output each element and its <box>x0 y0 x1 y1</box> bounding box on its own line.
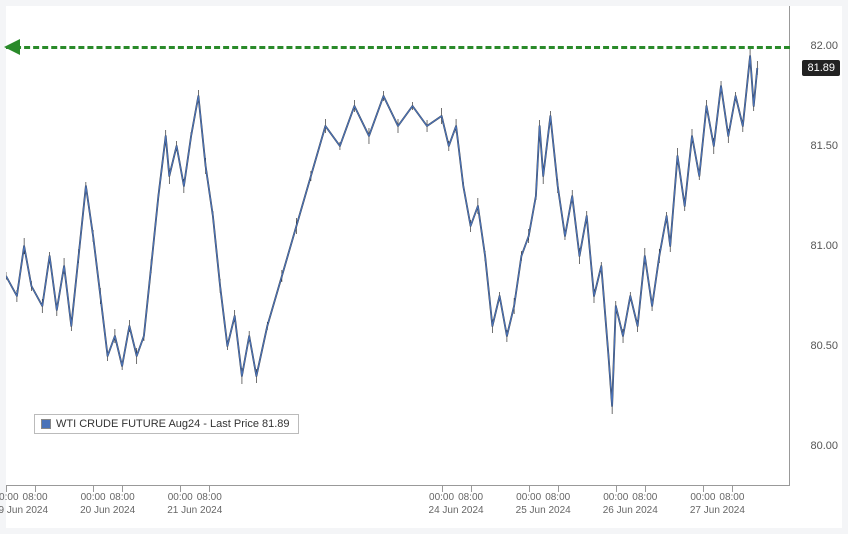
x-axis: 00:00 08:00 00:00 08:00 00:00 08:00 00:00 08:00… <box>6 486 790 528</box>
x-tick-label: 08:00 <box>545 492 570 503</box>
y-tick-label: 82.00 <box>810 40 838 52</box>
x-tick-label: 08:00 <box>458 492 483 503</box>
y-tick-label: 80.50 <box>810 340 838 352</box>
y-tick-label: 81.50 <box>810 140 838 152</box>
x-tick-label: 00:00 <box>429 492 454 503</box>
y-tick-label: 80.00 <box>810 440 838 452</box>
reference-line <box>6 46 790 49</box>
x-tick-label: 00:00 <box>81 492 106 503</box>
x-tick-label: 00:00 <box>0 492 19 503</box>
x-tick-label: 00:00 <box>516 492 541 503</box>
chart-container: WTI CRUDE FUTURE Aug24 - Last Price 81.8… <box>6 6 842 528</box>
legend-text: WTI CRUDE FUTURE Aug24 - Last Price 81.8… <box>56 418 290 430</box>
legend-swatch-icon <box>41 419 51 429</box>
x-tick-label: 08:00 <box>197 492 222 503</box>
plot-area: WTI CRUDE FUTURE Aug24 - Last Price 81.8… <box>6 6 790 486</box>
x-date-label: 21 Jun 2024 <box>167 504 222 516</box>
series-line <box>6 56 757 406</box>
y-tick-label: 81.00 <box>810 240 838 252</box>
x-date-label: 19 Jun 2024 <box>0 504 48 516</box>
x-tick-label: 00:00 <box>690 492 715 503</box>
x-tick-label: 00:00 <box>168 492 193 503</box>
x-tick-label: 00:00 <box>603 492 628 503</box>
x-date-label: 20 Jun 2024 <box>80 504 135 516</box>
x-date-label: 26 Jun 2024 <box>603 504 658 516</box>
x-tick-label: 08:00 <box>110 492 135 503</box>
last-price-value: 81.89 <box>807 62 835 74</box>
reference-arrow-icon <box>4 39 20 55</box>
x-date-label: 24 Jun 2024 <box>429 504 484 516</box>
x-tick-label: 08:00 <box>632 492 657 503</box>
y-axis: 81.89 80.00 80.50 81.00 81.50 82.00 <box>790 6 842 486</box>
x-date-label: 25 Jun 2024 <box>516 504 571 516</box>
last-price-badge: 81.89 <box>802 60 840 76</box>
x-date-label: 27 Jun 2024 <box>690 504 745 516</box>
x-tick-label: 08:00 <box>23 492 48 503</box>
x-tick-label: 08:00 <box>719 492 744 503</box>
legend: WTI CRUDE FUTURE Aug24 - Last Price 81.8… <box>34 414 299 434</box>
